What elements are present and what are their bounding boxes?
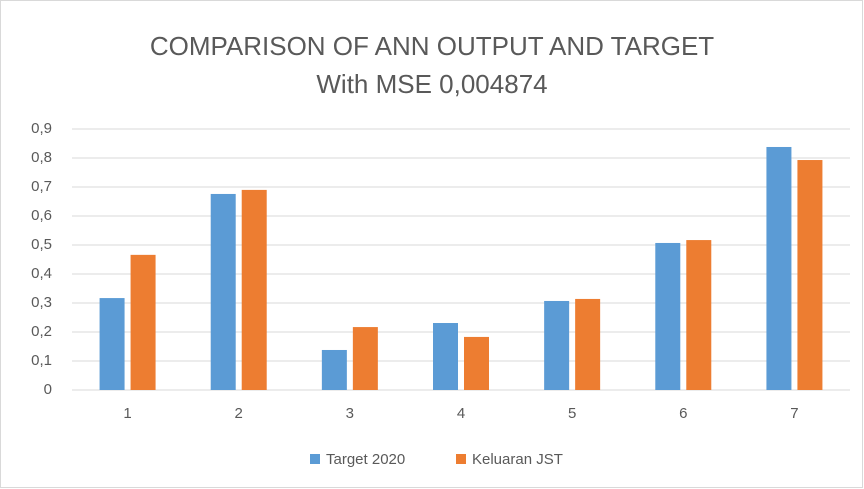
bar: [575, 298, 601, 390]
bar: [766, 146, 792, 390]
bar: [433, 323, 458, 390]
bar: [352, 327, 378, 390]
y-tick-label: 0: [44, 381, 52, 398]
y-tick-label: 0,5: [31, 236, 52, 253]
x-tick-label: 6: [679, 405, 687, 422]
legend-label: Target 2020: [326, 451, 405, 468]
bar: [210, 193, 236, 390]
bar: [686, 240, 712, 390]
bar: [544, 300, 570, 390]
y-tick-label: 0,2: [31, 323, 52, 340]
bar: [655, 242, 681, 390]
x-tick-label: 5: [568, 405, 576, 422]
y-tick-label: 0,7: [31, 178, 52, 195]
chart-subtitle: With MSE 0,004874: [316, 69, 547, 99]
x-tick-label: 7: [790, 405, 798, 422]
bar: [797, 160, 823, 390]
x-tick-label: 4: [457, 405, 465, 422]
bar: [241, 189, 267, 390]
y-tick-label: 0,6: [31, 207, 52, 224]
bar: [99, 298, 125, 390]
bar: [130, 254, 156, 390]
bar: [464, 336, 489, 390]
y-tick-label: 0,9: [31, 120, 52, 137]
y-tick-label: 0,4: [31, 265, 52, 282]
legend-swatch: [456, 454, 466, 464]
y-tick-label: 0,3: [31, 294, 52, 311]
x-tick-label: 3: [346, 405, 354, 422]
legend-label: Keluaran JST: [472, 451, 563, 468]
bar: [321, 349, 347, 390]
legend-swatch: [310, 454, 320, 464]
chart-title: COMPARISON OF ANN OUTPUT AND TARGET: [150, 31, 714, 61]
y-tick-label: 0,1: [31, 352, 52, 369]
x-tick-label: 2: [235, 405, 243, 422]
y-tick-label: 0,8: [31, 149, 52, 166]
x-tick-label: 1: [123, 405, 131, 422]
